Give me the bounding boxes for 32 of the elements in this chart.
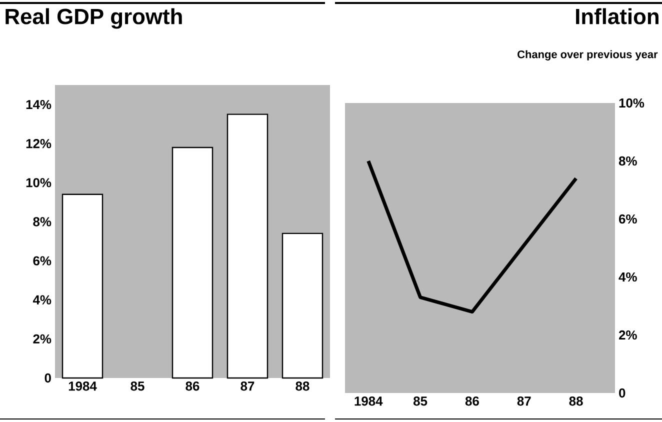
bar <box>172 146 214 379</box>
x-tick-label: 85 <box>414 396 428 406</box>
x-tick-label: 85 <box>130 382 144 391</box>
x-tick-label: 87 <box>517 396 531 406</box>
bar <box>62 194 104 379</box>
y-tick-label: 12% <box>26 139 52 148</box>
y-tick-label: 2% <box>33 334 52 344</box>
x-tick-label: 86 <box>186 382 200 391</box>
y-tick-label: 0 <box>44 373 51 383</box>
bar <box>282 232 324 379</box>
y-tick-label: 4% <box>32 295 52 304</box>
y-tick-label: 4% <box>618 272 637 282</box>
y-tick-label: 10% <box>619 98 644 108</box>
y-tick-label: 2% <box>618 330 637 340</box>
x-tick-label: 88 <box>569 396 583 406</box>
y-tick-label: 8% <box>618 156 637 166</box>
y-tick-label: 6% <box>33 256 52 266</box>
x-tick-label: 1984 <box>68 382 97 391</box>
x-tick-label: 87 <box>240 382 254 391</box>
chart-title: Inflation <box>576 8 658 24</box>
chart-title: Real GDP growth <box>6 8 182 29</box>
y-tick-label: 10% <box>26 178 52 188</box>
y-tick-label: 8% <box>33 217 52 226</box>
y-tick-label: 6% <box>618 214 637 224</box>
line-series <box>366 159 578 314</box>
bar <box>226 114 268 379</box>
y-tick-label: 14% <box>26 100 52 110</box>
x-tick-label: 88 <box>296 382 310 391</box>
x-tick-label: 86 <box>465 396 479 406</box>
y-tick-label: 0 <box>619 388 626 398</box>
chart-subtitle: Change over previous year <box>518 50 658 60</box>
x-tick-label: 1984 <box>354 396 383 406</box>
